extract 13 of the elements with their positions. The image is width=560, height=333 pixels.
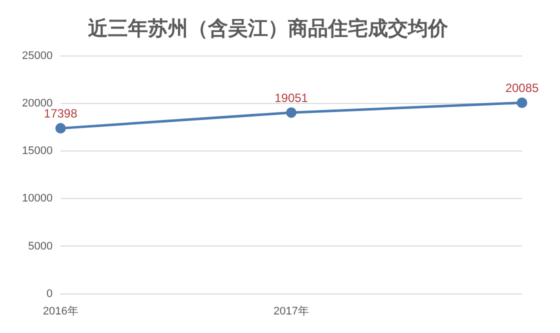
- y-tick-label: 0: [46, 288, 53, 300]
- point: [286, 107, 297, 118]
- y-tick-label: 10000: [22, 192, 53, 205]
- chart-title: 近三年苏州（含吴江）商品住宅成交均价: [87, 16, 449, 40]
- data-label: 20085: [505, 81, 540, 96]
- y-tick-label: 15000: [22, 145, 53, 158]
- point: [55, 123, 66, 134]
- y-tick-label: 5000: [28, 240, 53, 252]
- data-label: 19051: [274, 90, 308, 105]
- point: [516, 98, 528, 108]
- x-tick-label: 2017年: [274, 305, 310, 318]
- y-tick-label: 25000: [22, 50, 53, 62]
- x-tick-label: 2016年: [42, 305, 78, 318]
